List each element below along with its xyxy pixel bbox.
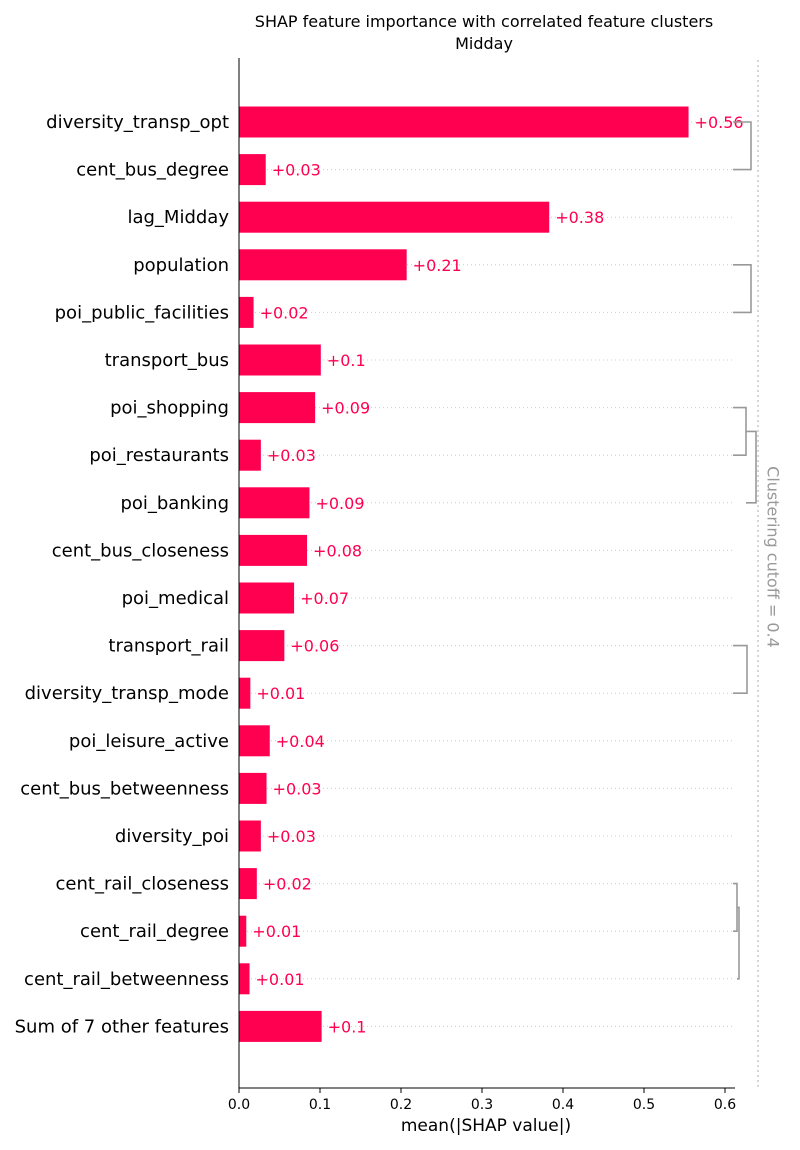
bar-cent_bus_degree — [239, 154, 266, 186]
category-label: cent_bus_closeness — [52, 540, 229, 561]
value-label: +0.09 — [321, 399, 370, 418]
category-label: diversity_transp_mode — [25, 683, 229, 704]
cluster-bracket — [733, 121, 752, 171]
bar-poi_public_facilities — [239, 296, 254, 328]
value-label: +0.02 — [260, 303, 309, 322]
bar-population — [239, 249, 407, 281]
value-label: +0.21 — [413, 256, 462, 275]
category-label: cent_rail_betweenness — [24, 969, 229, 990]
bar-poi_shopping — [239, 392, 316, 424]
x-tick-label: 0.1 — [309, 1097, 331, 1113]
value-label: +0.07 — [300, 589, 349, 608]
clustering-cutoff-label: Clustering cutoff = 0.4 — [764, 466, 783, 648]
category-label: poi_leisure_active — [69, 731, 229, 752]
x-tick-label: 0.6 — [714, 1097, 736, 1113]
value-label: +0.06 — [290, 637, 339, 656]
bar-transport_rail — [239, 630, 285, 662]
value-label: +0.01 — [256, 970, 305, 989]
value-label: +0.03 — [272, 161, 321, 180]
bar-poi_medical — [239, 582, 295, 614]
value-label: +0.09 — [315, 494, 364, 513]
category-label: transport_rail — [108, 636, 229, 657]
bar-cent_bus_closeness — [239, 534, 308, 566]
category-label: diversity_transp_opt — [46, 112, 229, 133]
x-tick-label: 0.5 — [633, 1097, 655, 1113]
category-label: poi_shopping — [110, 398, 229, 419]
value-label: +0.03 — [273, 779, 322, 798]
bar-lag_Midday — [239, 201, 550, 233]
value-label: +0.1 — [327, 351, 366, 370]
x-tick-label: 0.4 — [552, 1097, 574, 1113]
category-label: poi_banking — [120, 493, 229, 514]
cluster-bracket — [733, 644, 748, 694]
category-label: transport_bus — [105, 350, 229, 371]
category-label: cent_bus_betweenness — [20, 778, 229, 799]
bar-cent_rail_betweenness — [239, 963, 250, 995]
value-label: +0.03 — [267, 446, 316, 465]
value-label: +0.38 — [555, 208, 604, 227]
bar-poi_banking — [239, 487, 310, 519]
category-label: poi_public_facilities — [55, 302, 229, 323]
cluster-bracket — [737, 906, 740, 980]
x-tick-label: 0.3 — [471, 1097, 493, 1113]
bar-diversity_poi — [239, 820, 261, 852]
bar-cent_bus_betweenness — [239, 772, 267, 804]
bar-cent_rail_degree — [239, 915, 247, 947]
value-label: +0.04 — [276, 732, 325, 751]
chart-title: SHAP feature importance with correlated … — [254, 12, 714, 31]
cluster-bracket — [733, 264, 752, 314]
category-label: diversity_poi — [115, 826, 229, 847]
category-label: Sum of 7 other features — [15, 1016, 229, 1037]
bar-poi_restaurants — [239, 439, 261, 471]
category-label: population — [133, 255, 229, 276]
value-label: +0.02 — [263, 875, 312, 894]
x-axis-label: mean(|SHAP value|) — [401, 1116, 571, 1136]
value-label: +0.03 — [267, 827, 316, 846]
category-label: lag_Midday — [127, 207, 229, 228]
category-label: cent_rail_closeness — [56, 874, 229, 895]
bar-diversity_transp_mode — [239, 677, 251, 709]
value-label: +0.08 — [313, 541, 362, 560]
category-label: cent_rail_degree — [80, 921, 229, 942]
category-label: cent_bus_degree — [76, 160, 229, 181]
bar-transport_bus — [239, 344, 321, 376]
bar-cent_rail_closeness — [239, 868, 257, 900]
cluster-bracket — [746, 430, 757, 504]
cluster-bracket — [733, 406, 747, 456]
x-tick-label: 0.0 — [228, 1097, 250, 1113]
category-label: poi_restaurants — [89, 445, 229, 466]
value-label: +0.01 — [256, 684, 305, 703]
value-label: +0.56 — [695, 113, 744, 132]
bar-diversity_transp_opt — [239, 106, 689, 138]
category-label: poi_medical — [122, 588, 229, 609]
bar-poi_leisure_active — [239, 725, 270, 757]
x-tick-label: 0.2 — [390, 1097, 412, 1113]
cluster-bracket — [733, 882, 738, 932]
value-label: +0.1 — [328, 1017, 367, 1036]
chart-subtitle: Midday — [455, 34, 513, 53]
value-label: +0.01 — [252, 922, 301, 941]
bar-Sum of 7 other features — [239, 1010, 322, 1042]
